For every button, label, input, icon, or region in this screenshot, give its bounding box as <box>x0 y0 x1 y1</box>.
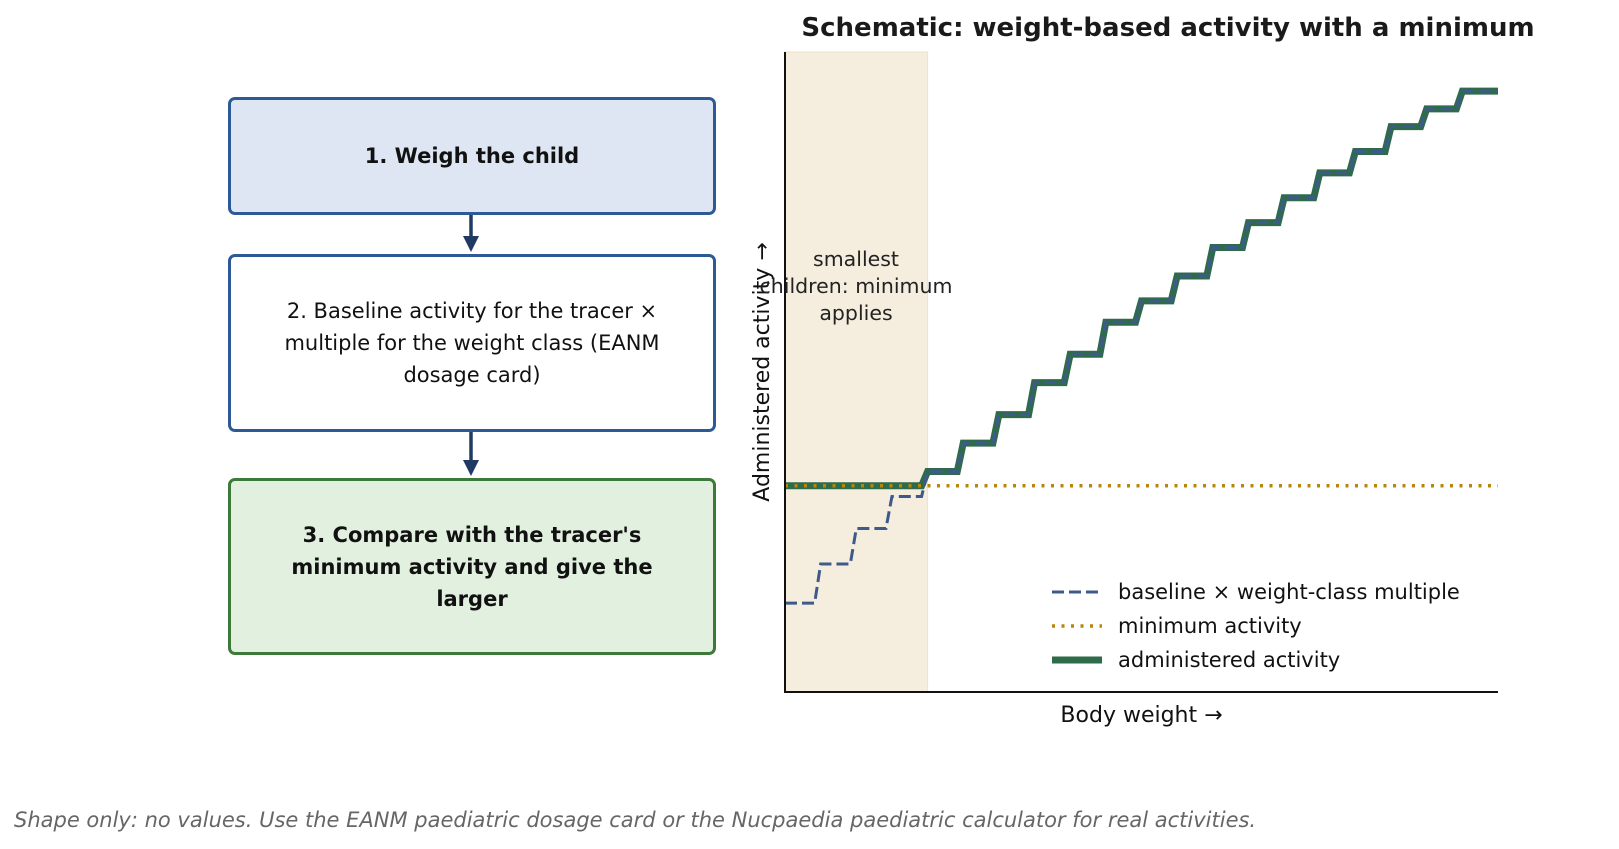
legend-label: minimum activity <box>1118 614 1302 638</box>
shaded-region-annotation: smallest children: minimum applies <box>760 247 953 325</box>
legend-item-3: administered activity <box>1052 648 1340 672</box>
step-1-box: 1. Weigh the child <box>228 97 716 215</box>
step-2-label: 2. Baseline activity for the tracer × mu… <box>284 299 660 387</box>
flow-arrow-2 <box>463 432 479 476</box>
flow-arrow-1 <box>463 215 479 252</box>
y-axis-label: Administered activity → <box>750 242 775 501</box>
caption: Shape only: no values. Use the EANM paed… <box>14 808 1257 832</box>
legend-item-2: minimum activity <box>1052 614 1302 638</box>
shaded-region <box>784 51 929 693</box>
step-2-box: 2. Baseline activity for the tracer × mu… <box>228 254 716 432</box>
legend-item-1: baseline × weight-class multiple <box>1052 580 1460 604</box>
step-3-box: 3. Compare with the tracer's minimum act… <box>228 478 716 655</box>
legend-label: administered activity <box>1118 648 1340 672</box>
x-axis-label: Body weight → <box>1060 703 1222 728</box>
step-1-label: 1. Weigh the child <box>364 144 580 168</box>
series-baseline <box>785 89 1498 605</box>
legend-label: baseline × weight-class multiple <box>1118 580 1460 604</box>
step-3-label: 3. Compare with the tracer's minimum act… <box>291 522 653 611</box>
chart-title: Schematic: weight-based activity with a … <box>801 13 1534 43</box>
